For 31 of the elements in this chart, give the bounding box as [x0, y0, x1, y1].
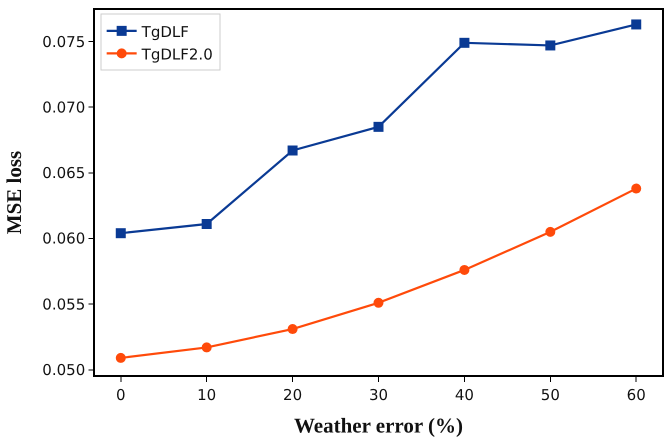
legend-label: TgDLF2.0: [140, 45, 213, 64]
y-tick-label: 0.055: [42, 295, 86, 314]
point: [202, 342, 212, 352]
x-tick-label: 30: [368, 386, 388, 404]
point: [631, 19, 642, 30]
x-tick-label: 0: [116, 386, 126, 404]
y-tick-label: 0.050: [42, 361, 86, 379]
legend-label: TgDLF: [140, 22, 189, 41]
x-tick-label: 60: [626, 386, 646, 404]
x-tick-label: 50: [540, 386, 560, 404]
point: [374, 122, 384, 132]
y-tick-label: 0.060: [42, 230, 86, 248]
point: [202, 219, 212, 230]
point: [545, 40, 556, 50]
y-axis-title: MSE loss: [2, 150, 26, 234]
x-axis-title: Weather error (%): [294, 413, 464, 438]
point: [116, 228, 126, 238]
point: [374, 298, 384, 308]
x-tick-label: 40: [454, 386, 474, 404]
y-tick-label: 0.070: [42, 98, 86, 116]
x-tick-label: 20: [283, 386, 302, 404]
y-tick-label: 0.065: [42, 164, 86, 182]
point: [116, 352, 126, 363]
x-tick-label: 10: [197, 386, 216, 404]
point: [288, 324, 298, 334]
point: [459, 38, 470, 48]
point: [288, 145, 298, 156]
point: [459, 264, 470, 275]
point: [545, 226, 556, 237]
point: [631, 184, 642, 194]
y-tick-label: 0.075: [42, 32, 86, 51]
